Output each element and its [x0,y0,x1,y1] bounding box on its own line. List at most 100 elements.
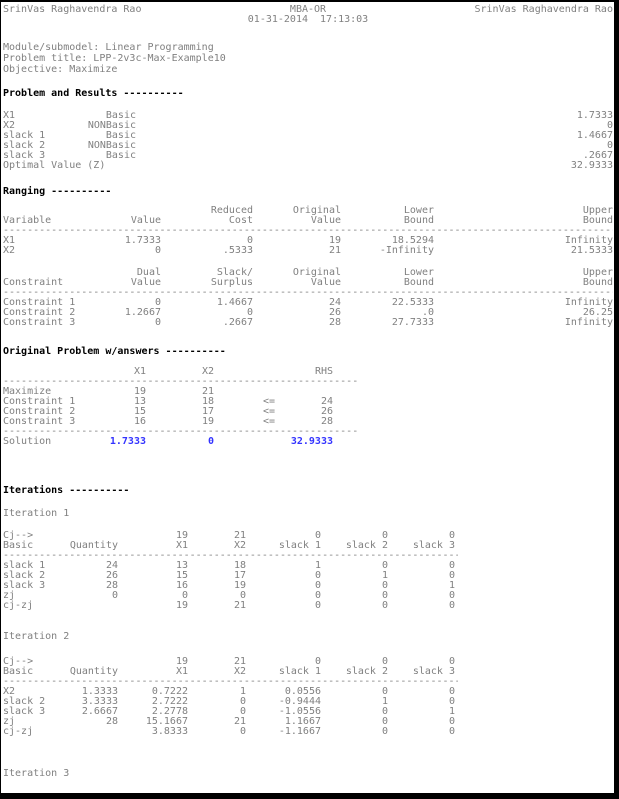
cell: 0 [381,726,388,737]
cell: Constraint 1 [3,396,76,407]
table-row: Constraint 3 0 .2667 28 27.7333 Infinity [3,318,613,328]
cell: slack 1 [278,666,321,677]
table-row: zj 0 0 0 0 0 0 [3,591,613,601]
dashed-separator: ----------------------------------------… [3,677,458,687]
cell: X1 [3,110,16,121]
cell: 21 [233,600,246,611]
header-datetime: 01-31-2014 17:13:03 [247,14,369,25]
cell: 0 [314,600,321,611]
page-header: SrinVas Raghavendra Rao MBA-OR SrinVas R… [3,4,613,15]
cell: 2.7222 [151,696,188,707]
section-heading-problem-results: Problem and Results ---------- [3,88,184,99]
cell: 22.5333 [391,297,434,308]
cell: Infinity [564,317,613,328]
cell: 24 [320,396,333,407]
cell: 1.4667 [576,130,613,141]
cell: Basic [3,666,34,677]
cell: Value [130,215,161,226]
cell: 26 [320,406,333,417]
cell: 17 [201,406,214,417]
results-row: slack 3 Basic .2667 [3,151,613,161]
cell: 15.1667 [145,716,188,727]
cell: Upper [582,205,613,216]
cell: 1 [381,570,388,581]
cell: Reduced [210,205,253,216]
problem-info-block: Module/submodel: Linear Programming Prob… [3,42,613,75]
dashed-separator: ----------------------------------------… [3,226,613,236]
results-row: slack 2 NONBasic 0 [3,141,613,151]
dashed-separator: ----------------------------------------… [3,551,458,561]
cell: X1 [133,366,146,377]
cell: 0 [448,590,455,601]
cell: 0 [246,235,253,246]
cell: 18 [233,560,246,571]
cell [3,367,73,377]
cell: 0 [381,600,388,611]
cell: 2.6667 [81,706,118,717]
problem-title-line: Problem title: LPP-2v3c-Max-Example10 [3,53,226,64]
cell: Constraint 3 [3,317,76,328]
iteration-2-title: Iteration 2 [3,631,70,642]
cell: zj [3,590,16,601]
cell: X2 [3,245,16,256]
cell: 0 [448,686,455,697]
cell: zj [3,716,16,727]
objective-line: Objective: Maximize [3,64,118,75]
dashed-separator: ----------------------------------------… [3,377,359,387]
cell: 28 [105,580,118,591]
cell: 0 [448,716,455,727]
cell: -1.1667 [278,726,321,737]
cell: Maximize [3,386,52,397]
iteration-1-title: Iteration 1 [3,508,70,519]
cell: 19 [175,530,188,541]
cell: Solution [3,436,52,447]
cell: 3.3333 [81,696,118,707]
cell: Infinity [564,297,613,308]
cell: RHS [314,366,333,377]
cell: 24 [105,560,118,571]
cell: 16 [133,416,146,427]
cell: 0 [448,570,455,581]
cell: 0 [606,140,613,151]
cell: 26 [105,570,118,581]
table-row: Maximize 19 21 [3,387,613,397]
cell: .2667 [582,150,613,161]
cell: X2 [3,686,16,697]
cell: X1 [3,235,16,246]
ranging-variables-body: X1 1.7333 0 19 18.5294 Infinity X2 0.5333 21 -Inf… [3,236,613,256]
cell: 0 [448,696,455,707]
cell: 0 [111,590,118,601]
cell: 1.1667 [284,716,321,727]
cell: 21 [328,245,341,256]
cell: 19 [175,656,188,667]
dashed-separator: ----------------------------------------… [3,427,359,437]
iteration-1-table: Cj--> 19 21 0 0 0 Basic Quantity X1 X2 slack 1 slac… [3,531,613,611]
cell: 0 [239,706,246,717]
ranging-variables-table: Reduced Original Lower Upper Variable Value Co… [3,206,613,256]
ranging-constraints-body: Constraint 1 0 1.4667 24 22.5333 Infinity Cons… [3,298,613,328]
module-line: Module/submodel: Linear Programming [3,42,214,53]
cell: Bound [582,215,613,226]
cell: 1 [448,706,455,717]
header-row: Dual Slack/Original Lower Upper [3,268,613,278]
cell: 0 [239,726,246,737]
cell: slack 2 [3,570,46,581]
cell: 1.3333 [81,686,118,697]
cell [61,161,136,171]
results-row: Optimal Value (Z) 32.9333 [3,161,613,171]
cell: slack 3 [412,666,455,677]
cell: X2 [233,540,246,551]
iteration-2-table: Cj--> 19 21 0 0 0 Basic Quantity X1 X2 slack 1 slac… [3,657,613,737]
ranging-constraints-header: Dual Slack/Original Lower Upper Constraint Va… [3,268,613,288]
cell: slack 2 [3,696,46,707]
header-row: Constraint Value Surplus Value Bound Bound [3,278,613,288]
cell: Value [310,277,341,288]
cell: 21 [233,530,246,541]
cell: 0 [448,726,455,737]
table-row: slack 2 3.3333 2.7222 0 -0.9444 1 0 [3,697,613,707]
cell: -Infinity [379,245,434,256]
cell: <= [262,396,275,407]
cell: 1 [314,560,321,571]
cell: 15 [133,406,146,417]
